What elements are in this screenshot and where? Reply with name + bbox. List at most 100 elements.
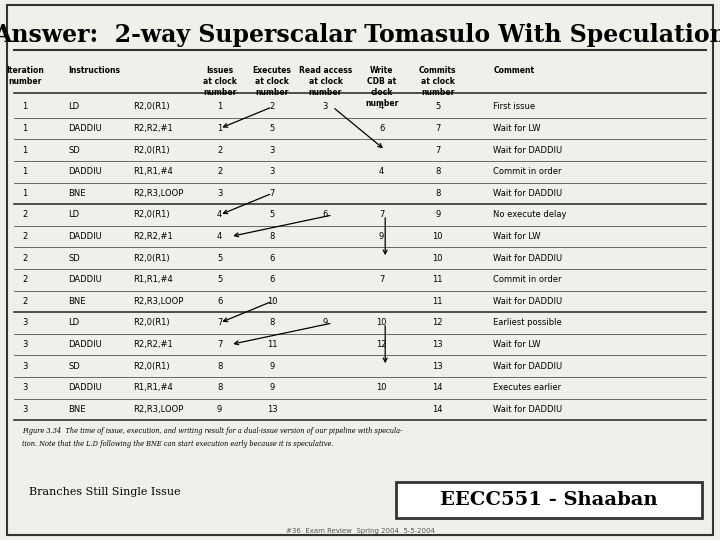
Text: Instructions: Instructions xyxy=(68,66,120,75)
Text: R2,R2,#1: R2,R2,#1 xyxy=(133,232,173,241)
Text: Answer:  2-way Superscalar Tomasulo With Speculation: Answer: 2-way Superscalar Tomasulo With … xyxy=(0,23,720,47)
Text: 7: 7 xyxy=(379,275,384,284)
Text: 3: 3 xyxy=(22,340,28,349)
Text: 3: 3 xyxy=(22,362,28,370)
Text: 13: 13 xyxy=(267,405,277,414)
Text: 11: 11 xyxy=(433,297,443,306)
Text: Wait for LW: Wait for LW xyxy=(493,232,541,241)
Text: 14: 14 xyxy=(433,405,443,414)
Text: DADDIU: DADDIU xyxy=(68,167,102,176)
Text: LD: LD xyxy=(68,103,79,111)
Text: Wait for LW: Wait for LW xyxy=(493,340,541,349)
Text: R2,0(R1): R2,0(R1) xyxy=(133,362,170,370)
Text: 6: 6 xyxy=(323,211,328,219)
Text: 9: 9 xyxy=(217,405,222,414)
Text: 8: 8 xyxy=(217,362,222,370)
Text: Executes earlier: Executes earlier xyxy=(493,383,562,392)
Text: R2,0(R1): R2,0(R1) xyxy=(133,319,170,327)
Text: 3: 3 xyxy=(217,189,222,198)
Text: 2: 2 xyxy=(22,254,28,262)
Text: tion. Note that the L.D following the BNE can start execution early because it i: tion. Note that the L.D following the BN… xyxy=(22,440,333,448)
Text: No execute delay: No execute delay xyxy=(493,211,567,219)
Text: 11: 11 xyxy=(433,275,443,284)
Text: Commits
at clock
number: Commits at clock number xyxy=(419,66,456,97)
Text: R2,R2,#1: R2,R2,#1 xyxy=(133,124,173,133)
Text: 8: 8 xyxy=(435,167,441,176)
Text: 10: 10 xyxy=(377,383,387,392)
Text: Wait for DADDIU: Wait for DADDIU xyxy=(493,362,562,370)
Text: 9: 9 xyxy=(269,362,275,370)
Text: 8: 8 xyxy=(269,232,275,241)
Text: 6: 6 xyxy=(217,297,222,306)
Text: 2: 2 xyxy=(269,103,275,111)
Text: R2,0(R1): R2,0(R1) xyxy=(133,146,170,154)
Text: Executes
at clock
number: Executes at clock number xyxy=(253,66,292,97)
Text: Iteration
number: Iteration number xyxy=(6,66,44,86)
Text: DADDIU: DADDIU xyxy=(68,232,102,241)
Text: Commit in order: Commit in order xyxy=(493,275,562,284)
Text: EECC551 - Shaaban: EECC551 - Shaaban xyxy=(440,491,658,509)
Text: 4: 4 xyxy=(379,167,384,176)
Text: 5: 5 xyxy=(217,275,222,284)
Text: 1: 1 xyxy=(22,124,28,133)
Text: 10: 10 xyxy=(267,297,277,306)
Text: #36  Exam Review  Spring 2004  5-5-2004: #36 Exam Review Spring 2004 5-5-2004 xyxy=(286,528,434,534)
Text: Write
CDB at
clock
number: Write CDB at clock number xyxy=(365,66,398,108)
Text: 14: 14 xyxy=(433,383,443,392)
Text: 2: 2 xyxy=(22,211,28,219)
Text: 11: 11 xyxy=(267,340,277,349)
FancyBboxPatch shape xyxy=(7,5,713,535)
Text: 10: 10 xyxy=(377,319,387,327)
Text: 7: 7 xyxy=(217,340,222,349)
Text: 12: 12 xyxy=(433,319,443,327)
Text: R2,R2,#1: R2,R2,#1 xyxy=(133,340,173,349)
Text: 7: 7 xyxy=(435,124,441,133)
Text: 6: 6 xyxy=(269,254,275,262)
Text: 5: 5 xyxy=(217,254,222,262)
Text: 5: 5 xyxy=(269,211,275,219)
Text: 10: 10 xyxy=(433,232,443,241)
Text: Wait for DADDIU: Wait for DADDIU xyxy=(493,146,562,154)
Text: R1,R1,#4: R1,R1,#4 xyxy=(133,383,173,392)
Text: DADDIU: DADDIU xyxy=(68,275,102,284)
Text: 12: 12 xyxy=(377,340,387,349)
Text: 5: 5 xyxy=(269,124,275,133)
Text: Issues
at clock
number: Issues at clock number xyxy=(202,66,237,97)
Text: 9: 9 xyxy=(435,211,441,219)
Text: 4: 4 xyxy=(379,103,384,111)
Text: R2,0(R1): R2,0(R1) xyxy=(133,254,170,262)
Text: 1: 1 xyxy=(217,124,222,133)
Text: 2: 2 xyxy=(22,232,28,241)
Text: 3: 3 xyxy=(22,319,28,327)
Text: 6: 6 xyxy=(269,275,275,284)
Text: BNE: BNE xyxy=(68,405,86,414)
Text: 9: 9 xyxy=(323,319,328,327)
Text: Read access
at clock
number: Read access at clock number xyxy=(299,66,352,97)
Text: R1,R1,#4: R1,R1,#4 xyxy=(133,275,173,284)
Text: R2,0(R1): R2,0(R1) xyxy=(133,103,170,111)
Text: 1: 1 xyxy=(22,146,28,154)
Text: Wait for DADDIU: Wait for DADDIU xyxy=(493,405,562,414)
Text: Wait for LW: Wait for LW xyxy=(493,124,541,133)
Text: 2: 2 xyxy=(217,146,222,154)
Text: Comment: Comment xyxy=(493,66,534,75)
Text: R2,R3,LOOP: R2,R3,LOOP xyxy=(133,405,184,414)
Text: 9: 9 xyxy=(269,383,275,392)
FancyBboxPatch shape xyxy=(396,482,702,518)
Text: 3: 3 xyxy=(269,167,275,176)
Text: DADDIU: DADDIU xyxy=(68,124,102,133)
Text: 1: 1 xyxy=(22,103,28,111)
Text: 4: 4 xyxy=(217,211,222,219)
Text: 6: 6 xyxy=(379,124,384,133)
Text: 3: 3 xyxy=(269,146,275,154)
Text: First issue: First issue xyxy=(493,103,536,111)
Text: 9: 9 xyxy=(379,232,384,241)
Text: R2,R3,LOOP: R2,R3,LOOP xyxy=(133,189,184,198)
Text: 7: 7 xyxy=(379,211,384,219)
Text: R1,R1,#4: R1,R1,#4 xyxy=(133,167,173,176)
Text: 4: 4 xyxy=(217,232,222,241)
Text: SD: SD xyxy=(68,362,80,370)
Text: Wait for DADDIU: Wait for DADDIU xyxy=(493,297,562,306)
Text: Wait for DADDIU: Wait for DADDIU xyxy=(493,189,562,198)
Text: 8: 8 xyxy=(435,189,441,198)
